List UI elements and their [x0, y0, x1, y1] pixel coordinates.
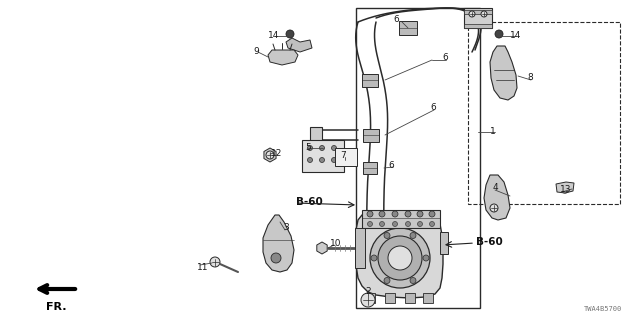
Bar: [302, 140, 344, 172]
Circle shape: [384, 277, 390, 284]
Text: 14: 14: [268, 30, 280, 39]
Bar: [464, 8, 492, 28]
Circle shape: [307, 157, 312, 163]
Circle shape: [210, 257, 220, 267]
Circle shape: [469, 11, 475, 17]
Circle shape: [560, 183, 570, 193]
Circle shape: [367, 221, 372, 227]
Bar: [362, 210, 440, 228]
Circle shape: [410, 233, 416, 238]
Text: 6: 6: [442, 53, 448, 62]
Bar: [385, 293, 395, 303]
Circle shape: [361, 293, 375, 307]
Text: FR.: FR.: [45, 302, 67, 312]
Circle shape: [307, 146, 312, 150]
Polygon shape: [268, 50, 298, 65]
Polygon shape: [490, 46, 517, 100]
Text: 9: 9: [253, 47, 259, 57]
Circle shape: [495, 30, 503, 38]
Text: TWA4B5700: TWA4B5700: [584, 306, 622, 312]
Circle shape: [371, 255, 377, 261]
Text: 1: 1: [490, 127, 496, 137]
Circle shape: [380, 221, 385, 227]
Text: 13: 13: [560, 186, 572, 195]
Text: 7: 7: [340, 150, 346, 159]
Text: 6: 6: [393, 15, 399, 25]
Bar: [405, 293, 415, 303]
Circle shape: [423, 255, 429, 261]
Circle shape: [384, 233, 390, 238]
Circle shape: [379, 211, 385, 217]
Text: B-60: B-60: [296, 197, 323, 207]
Bar: [468, 22, 620, 204]
Circle shape: [271, 253, 281, 263]
Circle shape: [405, 211, 411, 217]
Text: 6: 6: [430, 103, 436, 113]
Circle shape: [286, 30, 294, 38]
Circle shape: [429, 211, 435, 217]
Text: 8: 8: [527, 74, 532, 83]
Bar: [423, 293, 433, 303]
Polygon shape: [484, 175, 510, 220]
Bar: [362, 74, 378, 87]
Circle shape: [332, 157, 337, 163]
Circle shape: [429, 221, 435, 227]
Circle shape: [266, 151, 274, 159]
Bar: [365, 293, 375, 303]
Text: 14: 14: [510, 30, 522, 39]
Bar: [310, 127, 322, 143]
Text: 6: 6: [388, 161, 394, 170]
Polygon shape: [317, 242, 327, 254]
Circle shape: [490, 204, 498, 212]
Circle shape: [417, 211, 423, 217]
Bar: [363, 129, 379, 142]
Circle shape: [392, 221, 397, 227]
Text: 10: 10: [330, 238, 342, 247]
Bar: [464, 10, 492, 14]
Bar: [363, 162, 377, 174]
Text: 12: 12: [271, 148, 282, 157]
Text: 4: 4: [493, 183, 499, 193]
Circle shape: [378, 236, 422, 280]
Text: 11: 11: [197, 262, 209, 271]
Polygon shape: [356, 212, 443, 298]
Circle shape: [406, 221, 410, 227]
Circle shape: [410, 277, 416, 284]
Bar: [440, 232, 448, 254]
Circle shape: [388, 246, 412, 270]
Polygon shape: [264, 148, 276, 162]
Bar: [356, 8, 480, 308]
Bar: [355, 228, 365, 268]
Bar: [399, 21, 417, 35]
Circle shape: [319, 157, 324, 163]
Polygon shape: [556, 182, 574, 193]
Bar: [335, 148, 357, 166]
Circle shape: [332, 146, 337, 150]
Text: B-60: B-60: [476, 237, 503, 247]
Circle shape: [481, 11, 487, 17]
Circle shape: [392, 211, 398, 217]
Bar: [464, 24, 492, 28]
Circle shape: [319, 146, 324, 150]
Circle shape: [370, 228, 430, 288]
Circle shape: [417, 221, 422, 227]
Polygon shape: [263, 215, 294, 272]
Text: 5: 5: [305, 143, 311, 153]
Text: 2: 2: [365, 287, 371, 297]
Text: 3: 3: [283, 223, 289, 233]
Polygon shape: [286, 38, 312, 52]
Circle shape: [367, 211, 373, 217]
